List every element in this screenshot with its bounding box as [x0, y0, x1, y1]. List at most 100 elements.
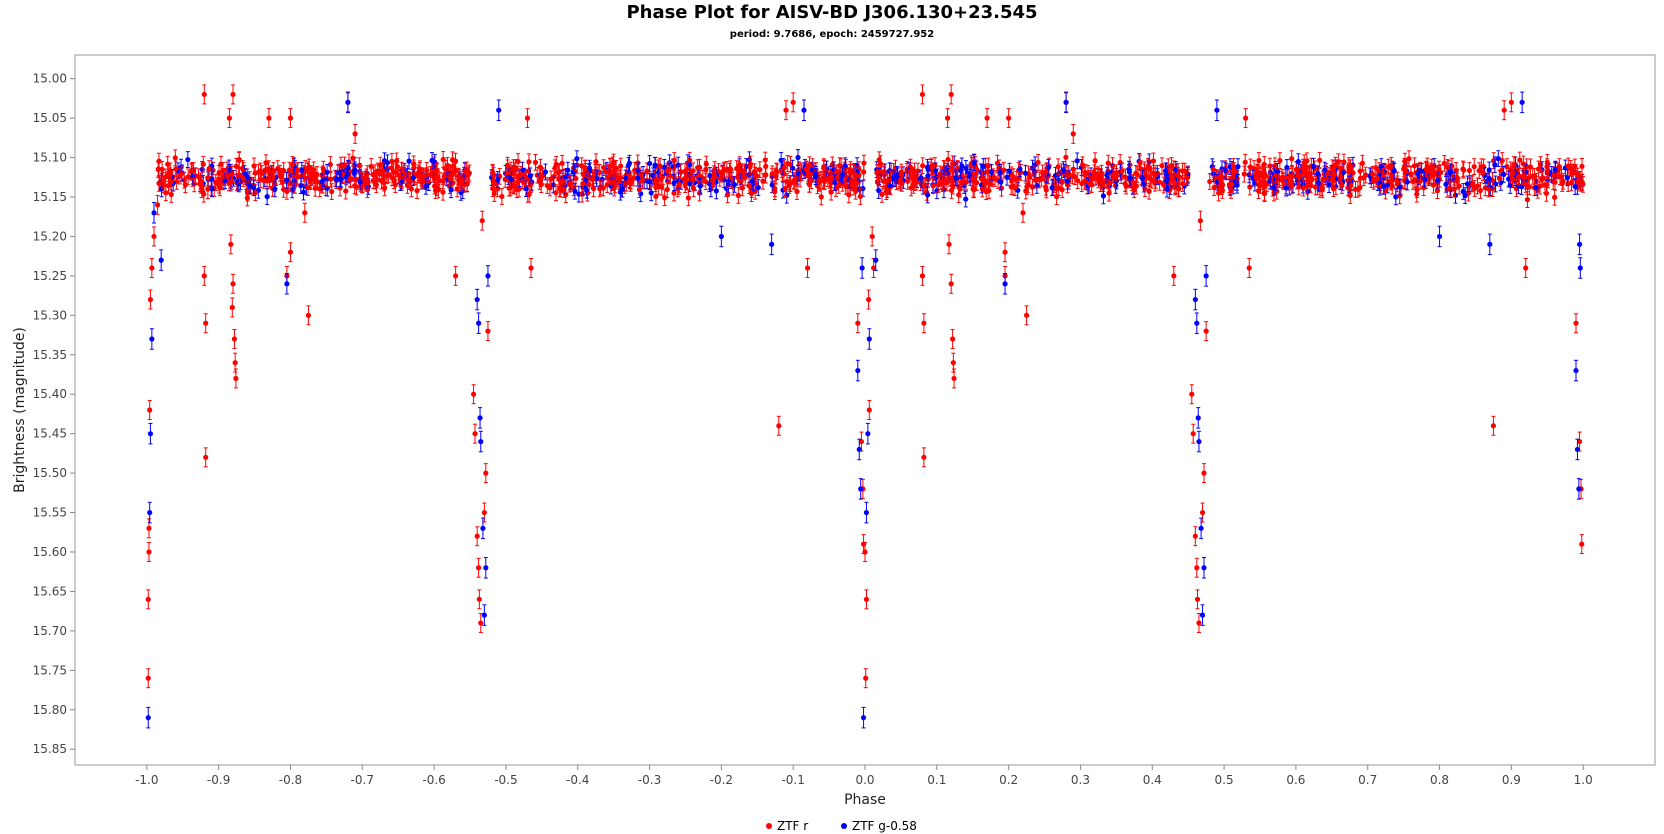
- y-tick-label: 15.70: [33, 624, 67, 638]
- baseline-point: [958, 162, 964, 179]
- baseline-point: [1137, 154, 1143, 172]
- chart-title: Phase Plot for AISV-BD J306.130+23.545: [626, 2, 1038, 23]
- baseline-point: [963, 173, 969, 191]
- baseline-point: [251, 157, 257, 175]
- baseline-point: [1001, 161, 1007, 179]
- x-tick-label: 0.4: [1143, 773, 1162, 787]
- baseline-point: [1054, 188, 1060, 206]
- baseline-point: [1295, 153, 1301, 171]
- baseline-point: [736, 156, 743, 174]
- baseline-point: [185, 151, 191, 168]
- baseline-point: [610, 163, 617, 181]
- x-tick-label: 0.7: [1358, 773, 1377, 787]
- baseline-point: [808, 172, 814, 190]
- baseline-point: [372, 164, 378, 182]
- baseline-point: [299, 161, 305, 179]
- baseline-point: [763, 157, 769, 175]
- baseline-point: [338, 170, 344, 188]
- x-tick-label: 0.3: [1071, 773, 1090, 787]
- baseline-point: [1122, 175, 1128, 193]
- baseline-point: [566, 175, 572, 193]
- baseline-point: [685, 189, 691, 207]
- baseline-point: [329, 183, 335, 200]
- y-tick-label: 15.05: [33, 111, 67, 125]
- baseline-point: [1105, 154, 1111, 172]
- baseline-point: [760, 172, 766, 190]
- baseline-point: [526, 153, 532, 171]
- y-axis-label: Brightness (magnitude): [12, 327, 28, 493]
- baseline-point: [696, 158, 703, 176]
- y-tick-label: 15.15: [33, 190, 67, 204]
- baseline-point: [173, 160, 179, 178]
- baseline-point: [172, 149, 178, 167]
- baseline-point: [272, 180, 278, 198]
- baseline-point: [781, 159, 788, 177]
- baseline-point: [305, 163, 311, 180]
- baseline-point: [414, 182, 420, 200]
- x-tick-label: -0.7: [351, 773, 374, 787]
- x-tick-label: 0.8: [1430, 773, 1449, 787]
- baseline-point: [1079, 156, 1086, 174]
- baseline-point: [1079, 175, 1085, 192]
- baseline-point: [251, 179, 257, 197]
- x-tick-label: -0.5: [494, 773, 517, 787]
- x-tick-label: 0.6: [1286, 773, 1305, 787]
- baseline-point: [510, 159, 517, 176]
- baseline-point: [1095, 166, 1101, 183]
- baseline-point: [1113, 164, 1120, 182]
- baseline-point: [898, 163, 904, 181]
- baseline-point: [607, 158, 613, 175]
- baseline-point: [876, 151, 882, 169]
- baseline-point: [289, 156, 296, 173]
- x-tick-label: -0.4: [566, 773, 589, 787]
- baseline-point: [283, 171, 290, 189]
- baseline-point: [1049, 179, 1055, 197]
- baseline-point: [661, 158, 667, 176]
- baseline-point: [384, 167, 390, 185]
- baseline-point: [408, 180, 415, 198]
- baseline-point: [168, 173, 174, 191]
- legend-marker-ztf-r: [766, 823, 772, 829]
- y-tick-label: 15.80: [33, 703, 67, 717]
- baseline-point: [671, 174, 677, 192]
- baseline-point: [1147, 170, 1153, 188]
- baseline-point: [648, 184, 654, 202]
- baseline-point: [832, 174, 838, 191]
- baseline-point: [697, 177, 703, 195]
- x-tick-label: 0.1: [927, 773, 946, 787]
- baseline-point: [879, 185, 885, 203]
- baseline-point: [785, 155, 791, 172]
- baseline-point: [625, 157, 632, 174]
- baseline-point: [350, 149, 356, 167]
- baseline-point: [263, 154, 269, 172]
- baseline-point: [794, 183, 800, 200]
- baseline-point: [986, 182, 992, 199]
- baseline-point: [491, 185, 497, 202]
- baseline-point: [980, 171, 986, 189]
- baseline-point: [435, 168, 441, 186]
- baseline-point: [356, 157, 362, 175]
- y-tick-label: 15.55: [33, 506, 67, 520]
- y-tick-label: 15.00: [33, 72, 67, 86]
- baseline-point: [278, 168, 284, 185]
- baseline-point: [908, 162, 914, 180]
- baseline-point: [165, 177, 172, 195]
- baseline-point: [537, 158, 543, 176]
- baseline-point: [442, 160, 448, 177]
- baseline-point: [435, 181, 441, 199]
- baseline-point: [206, 160, 212, 177]
- baseline-point: [302, 169, 308, 187]
- baseline-point: [925, 167, 931, 185]
- baseline-point: [997, 163, 1003, 181]
- baseline-point: [784, 173, 790, 190]
- baseline-point: [752, 166, 758, 184]
- baseline-point: [1119, 162, 1125, 180]
- baseline-point: [396, 166, 402, 184]
- baseline-point: [582, 160, 588, 178]
- baseline-point: [499, 188, 505, 205]
- baseline-point: [1126, 163, 1132, 181]
- baseline-point: [609, 174, 615, 191]
- y-tick-label: 15.85: [33, 742, 67, 756]
- y-tick-label: 15.30: [33, 308, 67, 322]
- baseline-point: [159, 160, 165, 178]
